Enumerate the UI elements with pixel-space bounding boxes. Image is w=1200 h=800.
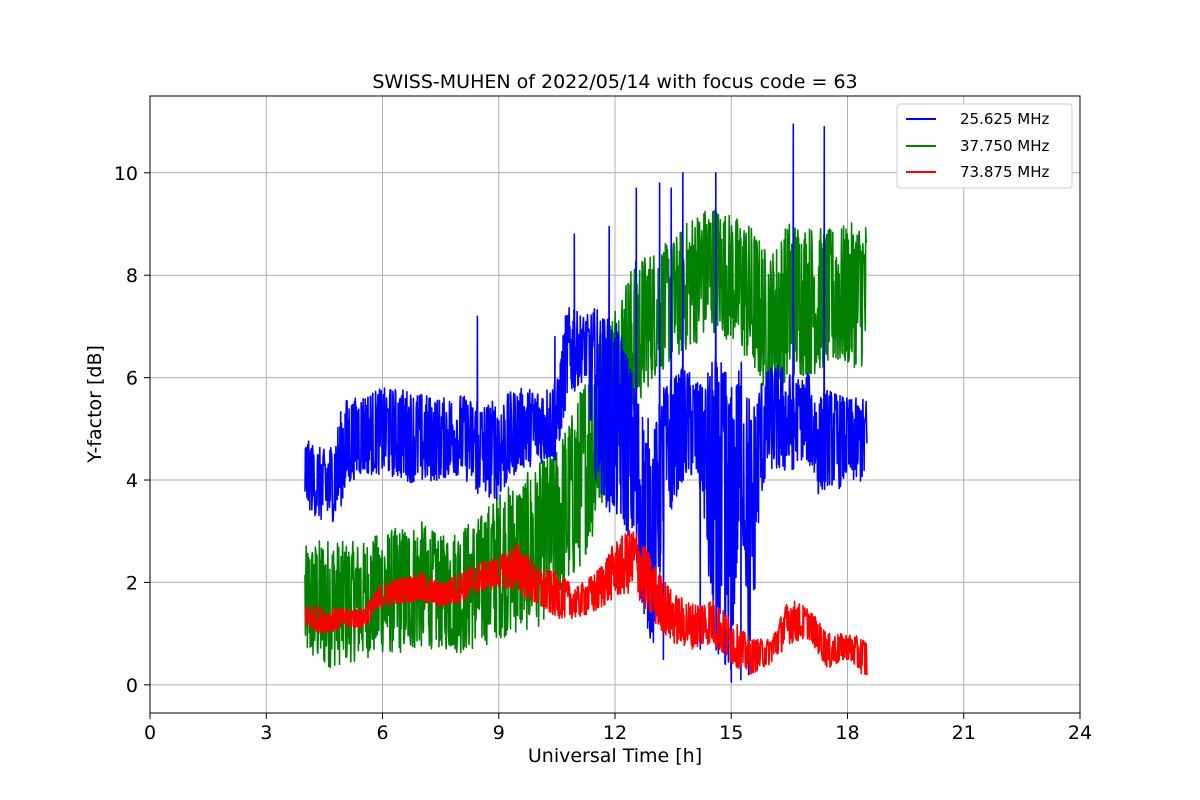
x-tick-label: 21 xyxy=(952,722,976,744)
x-tick-label: 0 xyxy=(144,722,156,744)
legend-box xyxy=(896,103,1073,189)
x-tick-label: 18 xyxy=(835,722,859,744)
y-axis-label: Y-factor [dB] xyxy=(84,345,106,464)
y-tick-label: 10 xyxy=(114,163,138,185)
series-layer xyxy=(304,123,868,684)
x-tick-label: 12 xyxy=(603,722,627,744)
x-tick-label: 9 xyxy=(493,722,505,744)
legend: 25.625 MHz 37.750 MHz 73.875 MHz xyxy=(896,103,1073,189)
chart-title: SWISS-MUHEN of 2022/05/14 with focus cod… xyxy=(372,71,857,93)
x-tick-label: 3 xyxy=(260,722,272,744)
x-tick-label: 6 xyxy=(376,722,388,744)
legend-label-73-875: 73.875 MHz xyxy=(960,163,1049,181)
y-tick-label: 4 xyxy=(126,470,138,492)
y-tick-label: 8 xyxy=(126,265,138,287)
series-line-73-875-mhz xyxy=(304,530,868,676)
y-tick-label: 2 xyxy=(126,572,138,594)
y-tick-label: 6 xyxy=(126,368,138,390)
y-tick-label: 0 xyxy=(126,675,138,697)
series-line-25-625-mhz xyxy=(304,123,868,684)
series-line-37-750-mhz xyxy=(304,209,868,669)
x-tick-label: 15 xyxy=(719,722,743,744)
legend-label-37-750: 37.750 MHz xyxy=(960,137,1049,155)
x-axis-label: Universal Time [h] xyxy=(528,745,702,767)
x-tick-label: 24 xyxy=(1068,722,1092,744)
legend-label-25-625: 25.625 MHz xyxy=(960,110,1049,128)
